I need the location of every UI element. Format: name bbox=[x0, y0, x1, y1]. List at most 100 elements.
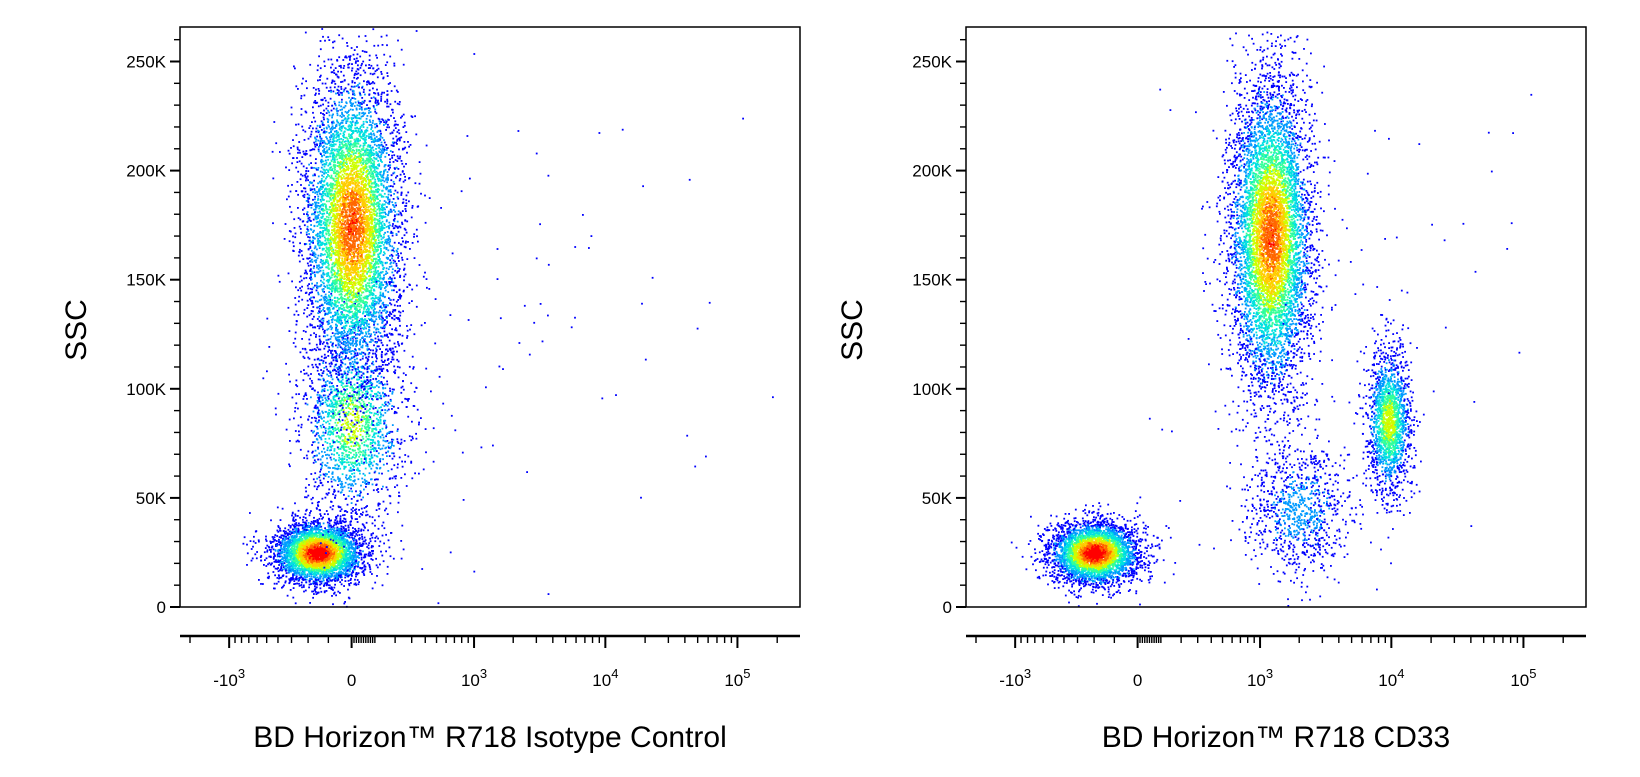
event-dot bbox=[317, 484, 320, 487]
event-dot bbox=[349, 532, 352, 534]
event-dot bbox=[294, 554, 297, 557]
event-dot bbox=[335, 572, 338, 575]
event-dot bbox=[305, 548, 307, 550]
event-dot bbox=[354, 578, 356, 581]
event-dot bbox=[304, 551, 306, 553]
event-dot bbox=[323, 574, 326, 577]
event-dot bbox=[315, 580, 318, 583]
event-dot bbox=[374, 524, 376, 527]
event-dot bbox=[301, 586, 303, 589]
event-dot bbox=[353, 543, 355, 546]
event-dot bbox=[324, 345, 327, 348]
event-dot bbox=[279, 569, 281, 572]
event-dot bbox=[348, 567, 351, 570]
event-dot bbox=[398, 456, 401, 459]
event-dot bbox=[336, 526, 339, 529]
event-dot bbox=[288, 533, 291, 535]
event-dot bbox=[299, 416, 302, 419]
event-dot bbox=[340, 522, 343, 525]
event-dot bbox=[353, 466, 355, 468]
event-dot bbox=[387, 408, 390, 411]
event-dot bbox=[340, 555, 343, 558]
event-dot bbox=[336, 560, 339, 562]
event-dot bbox=[346, 503, 349, 506]
event-dot bbox=[368, 463, 370, 466]
event-dot bbox=[330, 586, 333, 589]
event-dot bbox=[313, 546, 316, 549]
event-dot bbox=[350, 566, 353, 568]
event-dot bbox=[345, 374, 348, 377]
event-dot bbox=[333, 449, 336, 452]
event-dot bbox=[330, 551, 332, 554]
event-dot bbox=[326, 568, 328, 571]
event-dot bbox=[367, 438, 370, 441]
event-dot bbox=[326, 580, 329, 582]
event-dot bbox=[363, 525, 366, 528]
event-dot bbox=[354, 582, 357, 585]
event-dot bbox=[322, 571, 325, 573]
event-dot bbox=[345, 549, 348, 551]
event-dot bbox=[372, 352, 374, 355]
event-dot bbox=[396, 440, 399, 443]
event-dot bbox=[311, 502, 314, 505]
event-dot bbox=[382, 414, 385, 417]
event-dot bbox=[272, 538, 275, 540]
event-dot bbox=[391, 441, 394, 443]
event-dot bbox=[330, 563, 333, 565]
event-dot bbox=[340, 402, 343, 405]
event-dot bbox=[333, 467, 336, 469]
event-dot bbox=[299, 532, 302, 535]
event-dot bbox=[344, 358, 346, 360]
event-dot bbox=[289, 533, 292, 536]
event-dot bbox=[284, 560, 287, 563]
event-dot bbox=[345, 561, 348, 564]
event-dot bbox=[355, 511, 357, 514]
event-dot bbox=[341, 336, 343, 339]
event-dot bbox=[347, 588, 349, 591]
event-dot bbox=[363, 564, 366, 567]
event-dot bbox=[382, 367, 385, 370]
event-dot bbox=[353, 367, 356, 370]
event-dot bbox=[293, 553, 295, 555]
event-dot bbox=[319, 535, 321, 538]
event-dot bbox=[356, 542, 359, 545]
event-dot bbox=[249, 540, 252, 542]
event-dot bbox=[320, 390, 323, 393]
event-dot bbox=[295, 529, 298, 531]
event-dot bbox=[317, 421, 320, 423]
event-dot bbox=[360, 558, 363, 561]
event-dot bbox=[281, 558, 283, 561]
event-dot bbox=[369, 311, 372, 314]
event-dot bbox=[375, 535, 378, 538]
event-dot bbox=[320, 528, 323, 531]
event-dot bbox=[323, 549, 326, 551]
event-dot bbox=[346, 575, 349, 578]
event-dot bbox=[317, 554, 319, 557]
event-dot bbox=[298, 538, 300, 540]
event-dot bbox=[294, 518, 297, 521]
event-dot bbox=[375, 355, 377, 358]
event-dot bbox=[349, 408, 352, 410]
event-dot bbox=[345, 385, 348, 387]
event-dot bbox=[343, 428, 345, 431]
event-dot bbox=[303, 557, 306, 560]
event-dot bbox=[282, 543, 285, 546]
event-dot bbox=[351, 565, 354, 568]
event-dot bbox=[306, 536, 309, 539]
event-dot bbox=[327, 571, 330, 573]
event-dot bbox=[318, 531, 320, 534]
event-dot bbox=[316, 393, 319, 396]
event-dot bbox=[263, 551, 266, 554]
event-dot bbox=[328, 552, 331, 555]
event-dot bbox=[327, 492, 330, 494]
event-dot bbox=[381, 584, 384, 587]
event-dot bbox=[319, 534, 322, 536]
event-dot bbox=[323, 537, 326, 540]
event-dot bbox=[343, 521, 346, 524]
event-dot bbox=[314, 575, 317, 578]
event-dot bbox=[306, 525, 309, 527]
event-dot bbox=[308, 557, 311, 560]
event-dot bbox=[306, 573, 309, 576]
event-dot bbox=[366, 358, 369, 360]
event-dot bbox=[357, 561, 360, 563]
